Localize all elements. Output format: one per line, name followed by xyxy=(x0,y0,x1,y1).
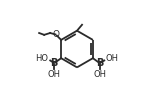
Text: B: B xyxy=(96,58,103,68)
Text: OH: OH xyxy=(106,54,119,63)
Text: O: O xyxy=(53,30,60,39)
Text: OH: OH xyxy=(93,70,106,79)
Text: OH: OH xyxy=(48,70,61,79)
Text: B: B xyxy=(51,58,58,68)
Text: HO: HO xyxy=(35,54,48,63)
